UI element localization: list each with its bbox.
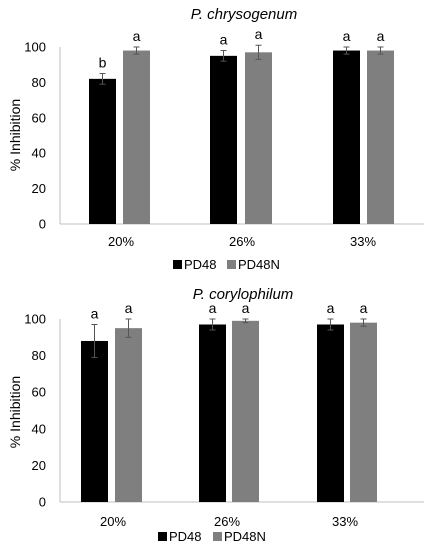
bar-pd48n-33pct [350, 322, 377, 502]
error-bar [99, 73, 106, 85]
significance-letter: a [125, 300, 133, 316]
error-bar [133, 46, 140, 55]
bar-pd48n-20pct [123, 50, 150, 224]
legend-label-pd48: PD48 [184, 257, 217, 272]
x-tick-label: 33% [332, 514, 358, 529]
legend-1: PD48 PD48N [173, 257, 280, 272]
legend-label-pd48: PD48 [169, 529, 202, 544]
y-tick-label: 80 [32, 348, 46, 363]
legend-swatch-pd48n [213, 532, 222, 541]
error-bar [377, 46, 384, 55]
y-tick-label: 20 [32, 458, 46, 473]
y-tick-label: 40 [32, 146, 46, 161]
x-tick-label: 20% [108, 234, 134, 249]
x-tick-label: 26% [229, 234, 255, 249]
legend-label-pd48n: PD48N [238, 257, 280, 272]
legend-label-pd48n: PD48N [224, 529, 266, 544]
error-bar [91, 323, 98, 358]
x-tick-labels-2: 20% 26% 33% [100, 514, 358, 529]
y-axis-label-1: % Inhibition [7, 99, 23, 171]
bar-pd48-33pct [333, 50, 360, 224]
bar-marks-1: b a a a a a [89, 26, 394, 225]
y-tick-label: 60 [32, 110, 46, 125]
y-tick-label: 100 [24, 312, 46, 327]
bar-pd48-26pct [210, 55, 237, 224]
error-bar [125, 318, 132, 338]
legend-swatch-pd48 [173, 260, 182, 269]
y-tick-label: 0 [39, 217, 46, 232]
significance-letter: a [360, 300, 368, 316]
y-axis-label-2: % Inhibition [7, 376, 23, 448]
error-bar [327, 318, 334, 331]
y-tick-label: 60 [32, 385, 46, 400]
bar-pd48n-26pct [232, 320, 259, 502]
chart-title-1: P. chrysogenum [191, 6, 297, 23]
y-tick-labels-1: 0 20 40 60 80 100 [24, 40, 46, 232]
significance-letter: a [327, 300, 335, 316]
error-bar [209, 318, 216, 331]
y-tick-label: 80 [32, 75, 46, 90]
significance-letter: a [220, 32, 228, 48]
legend-swatch-pd48 [158, 532, 167, 541]
bar-pd48n-20pct [115, 328, 142, 502]
significance-letter: a [377, 28, 385, 44]
legend-2: PD48 PD48N [158, 529, 266, 544]
error-bar [343, 46, 350, 55]
bar-marks-2: a a aa a a [81, 300, 377, 502]
x-tick-labels-1: 20% 26% 33% [108, 234, 376, 249]
error-bar [255, 44, 262, 60]
error-bar [220, 50, 227, 62]
x-tick-label: 33% [350, 234, 376, 249]
bar-pd48n-26pct [245, 52, 272, 225]
error-bar [360, 318, 367, 327]
significance-letter: a [255, 26, 263, 42]
y-tick-labels-2: 0 20 40 60 80 100 [24, 312, 46, 510]
chart-title-2: P. corylophilum [193, 286, 294, 303]
significance-letter: a [91, 305, 99, 321]
bar-pd48-20pct [81, 340, 108, 502]
legend-swatch-pd48n [227, 260, 236, 269]
y-tick-label: 40 [32, 421, 46, 436]
significance-letter: a [242, 300, 250, 316]
significance-letter: b [99, 55, 107, 71]
bar-pd48n-33pct [367, 50, 394, 224]
bar-pd48-33pct [317, 324, 344, 502]
y-tick-label: 0 [39, 495, 46, 510]
bar-pd48-20pct [89, 78, 116, 224]
y-tick-label: 100 [24, 40, 46, 55]
significance-letter: a [133, 28, 141, 44]
y-tick-label: 20 [32, 181, 46, 196]
chart-panel-chrysogenum: P. chrysogenum % Inhibition 0 20 40 60 80 100… [7, 6, 424, 272]
error-bar [242, 318, 249, 324]
chart-panel-corylophilum: P. corylophilum % Inhibition 0 20 40 60 80 10… [7, 286, 424, 544]
significance-letter: a [343, 28, 351, 44]
bar-pd48-26pct [199, 324, 226, 502]
significance-letter: a [209, 300, 217, 316]
x-tick-label: 20% [100, 514, 126, 529]
x-tick-label: 26% [214, 514, 240, 529]
